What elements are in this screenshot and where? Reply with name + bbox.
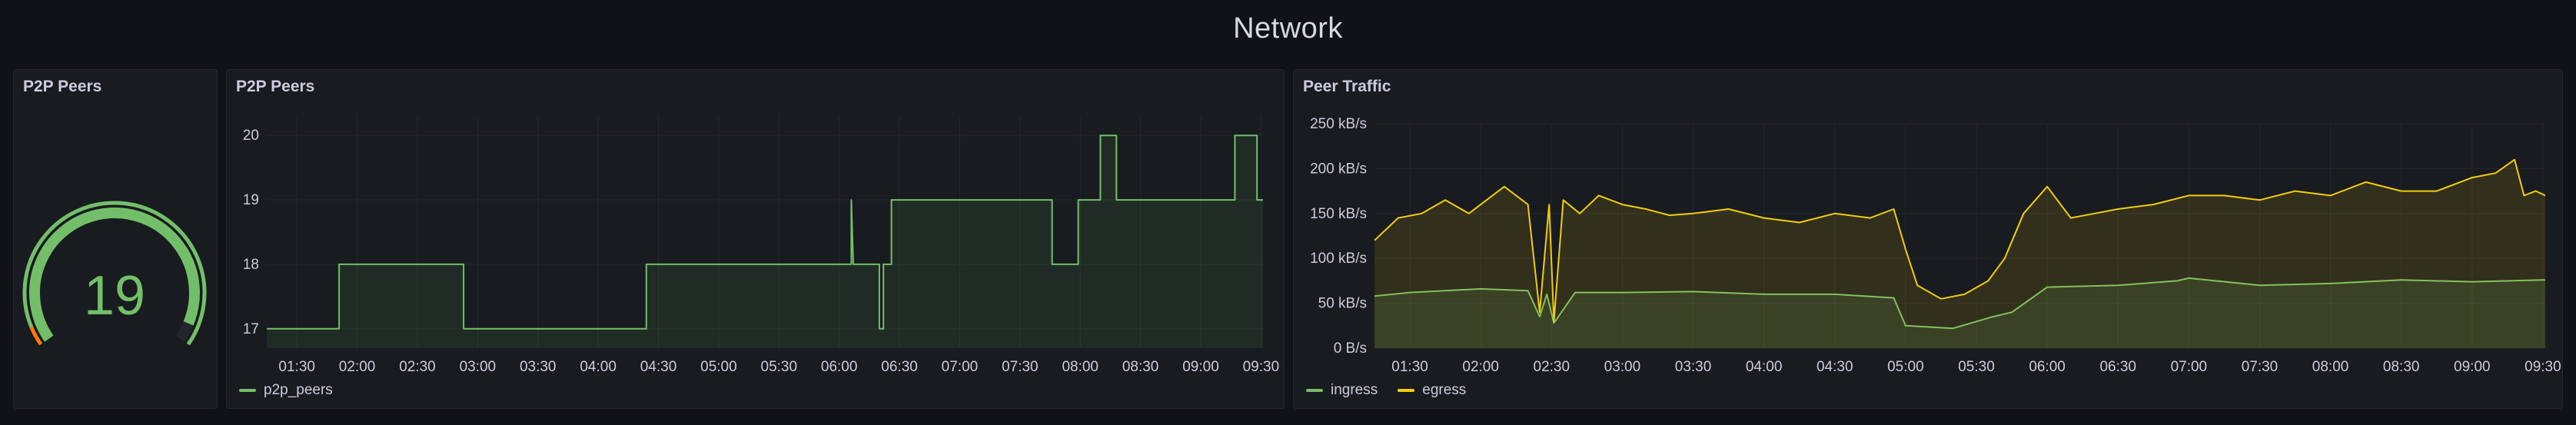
x-tick-label: 07:00: [942, 359, 979, 375]
x-tick-label: 05:00: [1887, 359, 1924, 375]
legend-label: ingress: [1331, 382, 1378, 398]
x-tick-label: 09:00: [2454, 359, 2491, 375]
x-tick-label: 06:30: [2099, 359, 2136, 375]
x-tick-label: 01:30: [1391, 359, 1428, 375]
row-title[interactable]: Network: [1233, 12, 1343, 45]
grid: [1374, 123, 2545, 349]
y-tick-label: 50 kB/s: [1318, 296, 1367, 312]
x-tick-label: 05:30: [761, 359, 798, 375]
x-tick-label: 06:00: [2029, 359, 2066, 375]
legend-item-egress[interactable]: egress: [1398, 382, 1466, 399]
traffic-panel-title[interactable]: Peer Traffic: [1303, 78, 1391, 95]
x-tick-label: 08:00: [2312, 359, 2349, 375]
x-tick-label: 04:00: [580, 359, 617, 375]
gauge-threshold-warn: [29, 326, 43, 346]
gauge-panel-title[interactable]: P2P Peers: [23, 78, 102, 95]
x-tick-label: 07:30: [2242, 359, 2279, 375]
legend-label: p2p_peers: [264, 382, 333, 398]
gauge-svg: 19: [22, 201, 207, 346]
legend-item-p2p-peers[interactable]: p2p_peers: [239, 382, 333, 399]
x-tick-label: 04:30: [1816, 359, 1853, 375]
gauge-threshold-ok: [22, 201, 207, 346]
x-tick-label: 02:30: [399, 359, 436, 375]
x-tick-label: 02:30: [1534, 359, 1571, 375]
gauge-value-arc: [29, 208, 200, 342]
gauge-value: 19: [84, 265, 145, 327]
traffic-legend: ingress egress: [1306, 382, 1466, 399]
x-tick-label: 09:30: [1243, 359, 1280, 375]
x-tick-label: 08:00: [1062, 359, 1099, 375]
legend-item-ingress[interactable]: ingress: [1306, 382, 1378, 399]
peers-legend: p2p_peers: [239, 382, 333, 399]
x-tick-label: 04:30: [640, 359, 677, 375]
series-line-p2p-peers[interactable]: [267, 134, 1263, 330]
x-tick-label: 08:30: [2383, 359, 2420, 375]
y-tick-label: 18: [243, 257, 259, 273]
x-tick-label: 08:30: [1122, 359, 1159, 375]
x-tick-label: 05:30: [1958, 359, 1995, 375]
y-tick-label: 250 kB/s: [1310, 116, 1367, 132]
series-line-ingress[interactable]: [1374, 277, 2546, 330]
x-tick-label: 07:00: [2171, 359, 2208, 375]
x-tick-label: 09:30: [2524, 359, 2561, 375]
x-tick-label: 06:30: [881, 359, 918, 375]
x-tick-label: 06:00: [821, 359, 858, 375]
gauge-panel[interactable]: P2P Peers 19: [13, 69, 218, 409]
x-tick-label: 09:00: [1182, 359, 1219, 375]
x-tick-label: 02:00: [1462, 359, 1499, 375]
traffic-chart: 0 B/s 50 kB/s 100 kB/s 150 kB/s 200 kB/s 250 …: [1310, 116, 2561, 375]
y-tick-label: 17: [243, 321, 259, 337]
peers-timeseries-panel[interactable]: P2P Peers 17 18 19 20 01:30 02:00 02:30 03:00 03…: [226, 69, 1285, 409]
peers-chart: 17 18 19 20 01:30 02:00 02:30 03:00 03:30 04:00 04…: [243, 116, 1280, 375]
y-tick-label: 20: [243, 128, 259, 144]
series-area-ingress: [1374, 277, 2545, 348]
x-tick-label: 03:00: [1604, 359, 1641, 375]
legend-swatch: [239, 389, 256, 392]
legend-swatch: [1306, 389, 1323, 392]
x-tick-label: 07:30: [1002, 359, 1039, 375]
x-tick-label: 05:00: [700, 359, 737, 375]
series-area-egress: [1374, 159, 2545, 348]
legend-swatch: [1398, 389, 1415, 392]
peers-panel-title[interactable]: P2P Peers: [236, 78, 315, 95]
y-tick-label: 200 kB/s: [1310, 161, 1367, 177]
y-tick-label: 0 B/s: [1334, 340, 1367, 357]
series-line-egress[interactable]: [1374, 158, 2546, 322]
series-area-p2p-peers: [267, 135, 1263, 348]
traffic-timeseries-panel[interactable]: Peer Traffic 0 B/s 50 kB/s 100 kB/s 150 kB/…: [1293, 69, 2563, 409]
legend-label: egress: [1422, 382, 1467, 398]
x-tick-label: 04:00: [1746, 359, 1783, 375]
x-tick-label: 03:00: [460, 359, 497, 375]
x-tick-label: 03:30: [520, 359, 557, 375]
x-tick-label: 01:30: [278, 359, 315, 375]
y-tick-label: 100 kB/s: [1310, 251, 1367, 267]
x-tick-label: 02:00: [339, 359, 376, 375]
y-tick-label: 150 kB/s: [1310, 206, 1367, 222]
y-tick-label: 19: [243, 192, 259, 208]
x-tick-label: 03:30: [1675, 359, 1712, 375]
